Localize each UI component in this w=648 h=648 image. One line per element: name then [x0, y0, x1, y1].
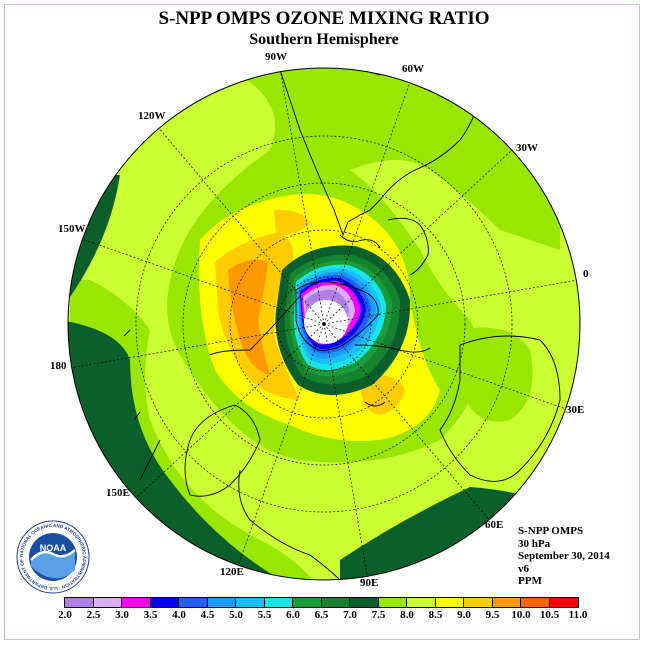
colorbar-tick-label: 2.0 [58, 609, 72, 621]
colorbar-tick-label: 3.0 [115, 609, 129, 621]
colorbar-labels: 2.0 2.5 3.0 3.5 4.0 4.5 5.0 5.5 6.0 6.5 7.0 7.5 8.0 8… [52, 609, 612, 623]
colorbar-swatch [179, 598, 208, 607]
colorbar-swatch [407, 598, 436, 607]
colorbar-tick-label: 4.5 [200, 609, 215, 621]
noaa-logo: NATIONAL OCEANIC AND ATMOSPHERIC ADMINIS… [16, 520, 90, 594]
info-block: S-NPP OMPS 30 hPa September 30, 2014 v6 … [518, 525, 610, 588]
colorbar-tick-label: 8.5 [428, 609, 443, 621]
lon-label-60e: 60E [485, 519, 504, 531]
info-instrument: S-NPP OMPS [518, 525, 584, 537]
info-units: PPM [518, 575, 542, 587]
lon-label-150e: 150E [106, 487, 130, 499]
info-version: v6 [518, 562, 529, 575]
colorbar-swatch [264, 598, 293, 607]
lon-label-180: 180 [50, 360, 67, 372]
colorbar-tick-label: 9.0 [457, 609, 471, 621]
map-subtitle: Southern Hemisphere [249, 31, 399, 48]
colorbar-tick-label: 7.0 [343, 609, 357, 621]
colorbar-tick-label: 4.0 [172, 609, 186, 621]
lon-label-30w: 30W [516, 142, 538, 154]
lon-label-0: 0 [583, 268, 589, 280]
colorbar-swatch [236, 598, 265, 607]
colorbar-swatch [521, 598, 550, 607]
colorbar-tick-label: 5.5 [257, 609, 272, 621]
colorbar-tick-label: 2.5 [86, 609, 101, 621]
colorbar-swatch [492, 598, 521, 607]
colorbar-tick-label: 11.0 [568, 609, 588, 621]
colorbar-swatch [321, 598, 350, 607]
colorbar-tick-label: 7.5 [371, 609, 386, 621]
map-title: S-NPP OMPS OZONE MIXING RATIO [158, 8, 490, 29]
lon-label-150w: 150W [58, 223, 86, 235]
colorbar-swatch [293, 598, 322, 607]
figure-frame [4, 4, 640, 640]
graticule [69, 68, 579, 580]
colorbar-tick-label: 5.0 [229, 609, 243, 621]
colorbar-tick-label: 3.5 [143, 609, 158, 621]
colorbar-swatch [378, 598, 407, 607]
colorbar-swatch [122, 598, 151, 607]
colorbar-tick-label: 9.5 [485, 609, 500, 621]
colorbar-swatch [350, 598, 379, 607]
info-level: 30 hPa [518, 537, 551, 550]
logo-text: NOAA [40, 543, 67, 553]
colorbar-tick-label: 10.5 [539, 609, 560, 621]
ozone-field-below-2.0 [304, 300, 348, 344]
lon-label-120w: 120W [138, 110, 166, 122]
south-pole-marker [322, 322, 326, 326]
colorbar-swatch [435, 598, 464, 607]
colorbar-tick-label: 6.5 [314, 609, 329, 621]
lon-label-90e: 90E [360, 577, 379, 589]
colorbar-tick-label: 6.0 [286, 609, 300, 621]
colorbar-swatch [65, 598, 94, 607]
coastlines [123, 68, 561, 580]
colorbar-swatch [464, 598, 493, 607]
colorbar-swatch [207, 598, 236, 607]
lon-label-120e: 120E [220, 566, 244, 578]
colorbar-tick-label: 8.0 [400, 609, 414, 621]
lon-label-30e: 30E [566, 404, 585, 416]
lon-label-60w: 60W [402, 63, 424, 75]
colorbar-swatch [150, 598, 179, 607]
colorbar-swatch [549, 598, 578, 607]
ozone-field-6.5-7.0 [68, 175, 120, 300]
map-boundary [67, 67, 581, 581]
info-date: September 30, 2014 [518, 550, 610, 562]
ozone-field-9.0-9.5 [228, 259, 270, 375]
lon-label-90w: 90W [265, 51, 287, 63]
colorbar [64, 597, 579, 608]
colorbar-tick-label: 10.0 [511, 609, 531, 621]
colorbar-swatch [93, 598, 122, 607]
